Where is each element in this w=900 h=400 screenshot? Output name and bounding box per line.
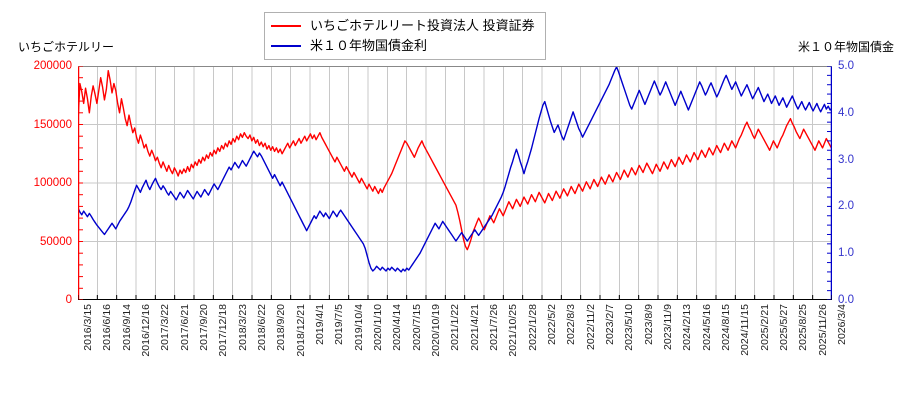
x-tick-label: 2016/9/14 bbox=[120, 304, 133, 351]
x-tick-label: 2018/3/23 bbox=[236, 304, 249, 351]
x-tick-label: 2017/9/20 bbox=[198, 304, 210, 351]
x-tick-label: 2025/8/25 bbox=[797, 304, 810, 351]
legend-item-1: 米１０年物国債金利 bbox=[271, 37, 535, 55]
left-axis-ticklabels: 0 50000 100000 150000 200000 bbox=[8, 60, 72, 306]
right-ytick-label: 0.0 bbox=[838, 294, 854, 306]
left-ytick-label: 150000 bbox=[33, 118, 72, 131]
x-tick-label: 2018/12/21 bbox=[294, 304, 307, 357]
x-tick-label: 2024/8/15 bbox=[720, 304, 732, 351]
line-swatch-blue-icon bbox=[271, 45, 301, 47]
legend-item-0: いちごホテルリート投資法人 投資証券 bbox=[271, 17, 535, 35]
x-tick-label: 2021/10/25 bbox=[507, 304, 520, 357]
left-ytick-label: 100000 bbox=[33, 177, 72, 189]
left-ytick-label: 0 bbox=[65, 294, 72, 306]
x-tick-label: 2019/10/4 bbox=[352, 304, 365, 351]
x-tick-label: 2021/1/22 bbox=[449, 304, 462, 351]
right-ytick-label: 1.0 bbox=[838, 247, 854, 260]
x-tick-label: 2017/6/21 bbox=[178, 304, 191, 351]
x-tick-label: 2018/9/20 bbox=[275, 304, 288, 351]
x-tick-label: 2022/8/3 bbox=[565, 304, 578, 345]
x-tick-label: 2025/2/21 bbox=[758, 304, 771, 351]
x-tick-label: 2025/5/27 bbox=[778, 304, 790, 351]
x-tick-label: 2022/1/28 bbox=[526, 304, 539, 351]
x-tick-label: 2020/10/19 bbox=[430, 304, 442, 357]
left-ytick-label: 200000 bbox=[33, 60, 72, 72]
right-axis-ticklabels: 0.0 1.0 2.0 3.0 4.0 5.0 bbox=[838, 60, 898, 306]
x-tick-label: 2021/4/21 bbox=[468, 304, 481, 351]
x-tick-label: 2020/7/15 bbox=[410, 304, 423, 351]
x-tick-label: 2024/2/13 bbox=[681, 304, 694, 351]
x-tick-label: 2022/5/2 bbox=[546, 304, 558, 345]
x-tick-label: 2020/4/14 bbox=[391, 304, 404, 351]
left-ytick-label: 50000 bbox=[40, 235, 72, 248]
right-axis-title: 米１０年物国債金 bbox=[797, 40, 894, 54]
x-tick-label: 2023/8/9 bbox=[642, 304, 655, 345]
plot-area bbox=[78, 66, 832, 300]
right-ytick-label: 4.0 bbox=[838, 106, 854, 119]
x-tick-label: 2023/5/10 bbox=[623, 304, 636, 351]
x-tick-label: 2018/6/22 bbox=[256, 304, 268, 351]
x-tick-label: 2026/3/4 bbox=[836, 304, 848, 345]
x-tick-label: 2016/12/16 bbox=[140, 304, 152, 357]
x-tick-label: 2017/3/22 bbox=[159, 304, 172, 351]
plot-svg bbox=[78, 66, 832, 300]
right-ytick-label: 2.0 bbox=[838, 200, 854, 213]
legend-label-1: 米１０年物国債金利 bbox=[310, 38, 428, 53]
left-axis-title: いちごホテルリー bbox=[18, 40, 115, 54]
x-tick-label: 2023/11/9 bbox=[662, 304, 674, 350]
x-tick-label: 2019/4/1 bbox=[314, 304, 326, 345]
right-ytick-label: 5.0 bbox=[838, 60, 854, 72]
x-tick-label: 2021/7/26 bbox=[488, 304, 500, 351]
x-tick-label: 2022/11/2 bbox=[584, 304, 597, 350]
right-ytick-label: 3.0 bbox=[838, 153, 854, 166]
x-tick-label: 2016/6/16 bbox=[101, 304, 114, 351]
x-tick-label: 2017/12/18 bbox=[217, 304, 230, 357]
x-tick-label: 2025/11/26 bbox=[816, 304, 829, 356]
line-swatch-red-icon bbox=[271, 25, 301, 27]
x-tick-label: 2019/7/5 bbox=[333, 304, 346, 345]
x-tick-label: 2020/1/10 bbox=[372, 304, 384, 351]
x-tick-label: 2024/11/15 bbox=[739, 304, 752, 356]
legend-label-0: いちごホテルリート投資法人 投資証券 bbox=[310, 18, 535, 33]
chart-legend: いちごホテルリート投資法人 投資証券 米１０年物国債金利 bbox=[264, 12, 546, 60]
x-axis-ticklabels: 2016/3/15 2016/6/16 2016/9/14 2016/12/16 201… bbox=[78, 300, 848, 395]
x-tick-label: 2024/5/16 bbox=[700, 304, 713, 351]
x-tick-label: 2023/2/7 bbox=[604, 304, 616, 345]
x-tick-label: 2016/3/15 bbox=[82, 304, 94, 351]
